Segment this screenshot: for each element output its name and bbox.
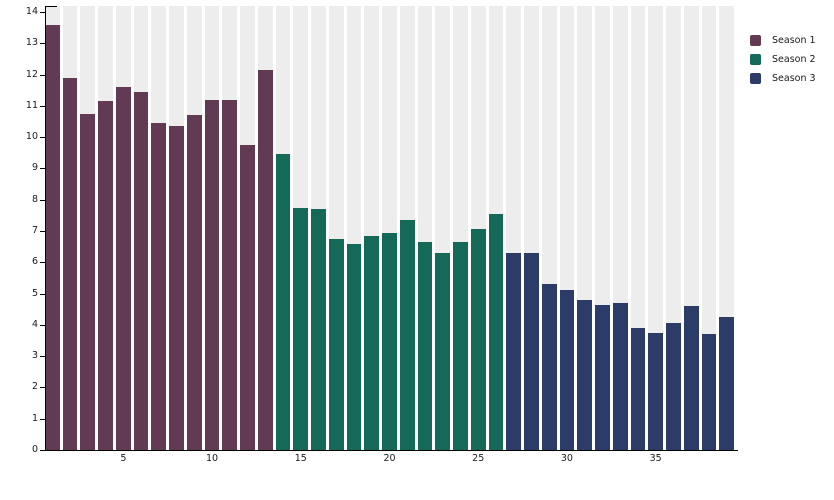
y-tick-mark — [40, 387, 45, 389]
x-tick-label: 20 — [383, 453, 396, 464]
bar-episode-5 — [115, 87, 131, 450]
bar-episode-36 — [666, 323, 681, 450]
bar-episode-1 — [45, 24, 60, 450]
y-tick-mark — [40, 231, 45, 232]
y-axis-top-cap — [45, 6, 57, 7]
y-tick-mark — [40, 262, 45, 264]
legend-label: Season 3 — [772, 73, 816, 84]
bar-episode-8 — [169, 126, 184, 450]
bar-episode-27 — [506, 252, 522, 450]
y-tick-label: 14 — [25, 6, 38, 17]
x-tick-label: 25 — [472, 453, 485, 464]
bar-episode-9 — [186, 115, 202, 450]
bar-episode-2 — [62, 77, 78, 450]
y-tick-label: 7 — [31, 225, 38, 236]
bar-episode-23 — [435, 252, 451, 450]
y-tick-mark — [40, 324, 45, 326]
bar-episode-3 — [80, 113, 96, 450]
bar-episode-22 — [417, 241, 433, 450]
x-axis-line — [45, 450, 738, 451]
y-tick-label: 5 — [31, 287, 38, 299]
y-tick-label: 9 — [31, 162, 38, 174]
bar-episode-30 — [559, 290, 575, 450]
legend-swatch-icon — [750, 54, 761, 65]
bar-episode-19 — [364, 235, 380, 450]
bar-episode-39 — [719, 317, 734, 450]
legend-label: Season 2 — [772, 54, 816, 65]
y-tick-mark — [40, 43, 45, 45]
legend-item-season-3: Season 3 — [750, 69, 816, 88]
bar-episode-10 — [204, 99, 220, 450]
bar-episode-31 — [577, 299, 593, 450]
bar-episode-26 — [488, 213, 504, 450]
bar-episode-34 — [630, 327, 646, 450]
legend-swatch-icon — [750, 73, 761, 84]
y-tick-mark — [40, 450, 45, 451]
y-tick-label: 13 — [25, 37, 38, 49]
y-axis-spine — [45, 6, 46, 450]
legend: Season 1 Season 2 Season 3 — [750, 31, 816, 88]
bar-episode-16 — [311, 209, 326, 450]
y-tick-label: 4 — [31, 318, 38, 330]
bar-episode-4 — [98, 101, 113, 450]
bar-episode-6 — [133, 91, 149, 450]
legend-label: Season 1 — [772, 35, 816, 46]
y-tick-mark — [40, 418, 45, 420]
y-tick-label: 2 — [31, 381, 38, 393]
y-tick-mark — [40, 293, 45, 295]
x-tick-label: 30 — [560, 453, 573, 464]
y-tick-label: 11 — [25, 99, 38, 111]
y-tick-mark — [40, 168, 45, 170]
bar-episode-12 — [240, 144, 255, 450]
y-tick-mark — [40, 74, 45, 76]
bar-episode-28 — [524, 252, 539, 450]
bar-episode-35 — [648, 332, 664, 450]
x-tick-label: 35 — [649, 453, 662, 464]
legend-item-season-1: Season 1 — [750, 31, 816, 50]
bar-episode-11 — [222, 99, 238, 450]
bar-episode-21 — [399, 220, 415, 450]
y-tick-label: 8 — [31, 193, 38, 205]
y-tick-label: 12 — [25, 68, 38, 80]
bar-episode-25 — [470, 229, 486, 450]
legend-swatch-icon — [750, 35, 761, 46]
y-tick-mark — [40, 105, 45, 107]
y-tick-mark — [40, 137, 45, 139]
y-tick-label: 6 — [31, 256, 38, 268]
y-tick-mark — [40, 356, 45, 358]
bar-episode-15 — [293, 207, 309, 450]
y-tick-label: 0 — [31, 444, 38, 455]
bar-episode-7 — [151, 123, 167, 450]
x-tick-label: 5 — [120, 453, 127, 464]
y-tick-mark — [40, 199, 45, 201]
bar-episode-24 — [453, 241, 468, 450]
bar-episode-20 — [382, 232, 397, 450]
bar-episode-18 — [346, 243, 362, 450]
y-tick-label: 10 — [25, 131, 38, 143]
bar-episode-37 — [683, 306, 699, 450]
bar-episode-33 — [612, 302, 628, 450]
bar-episode-29 — [541, 284, 557, 450]
y-tick-label: 3 — [31, 350, 38, 362]
x-tick-label: 10 — [206, 453, 219, 464]
bar-episode-32 — [595, 304, 610, 450]
x-tick-label: 15 — [294, 453, 307, 464]
bar-episode-17 — [328, 238, 344, 450]
bar-episode-14 — [275, 154, 291, 450]
legend-item-season-2: Season 2 — [750, 50, 816, 69]
y-tick-mark — [40, 12, 45, 13]
y-tick-label: 1 — [31, 412, 38, 424]
bar-episode-13 — [257, 69, 273, 450]
bar-episode-38 — [701, 334, 717, 450]
